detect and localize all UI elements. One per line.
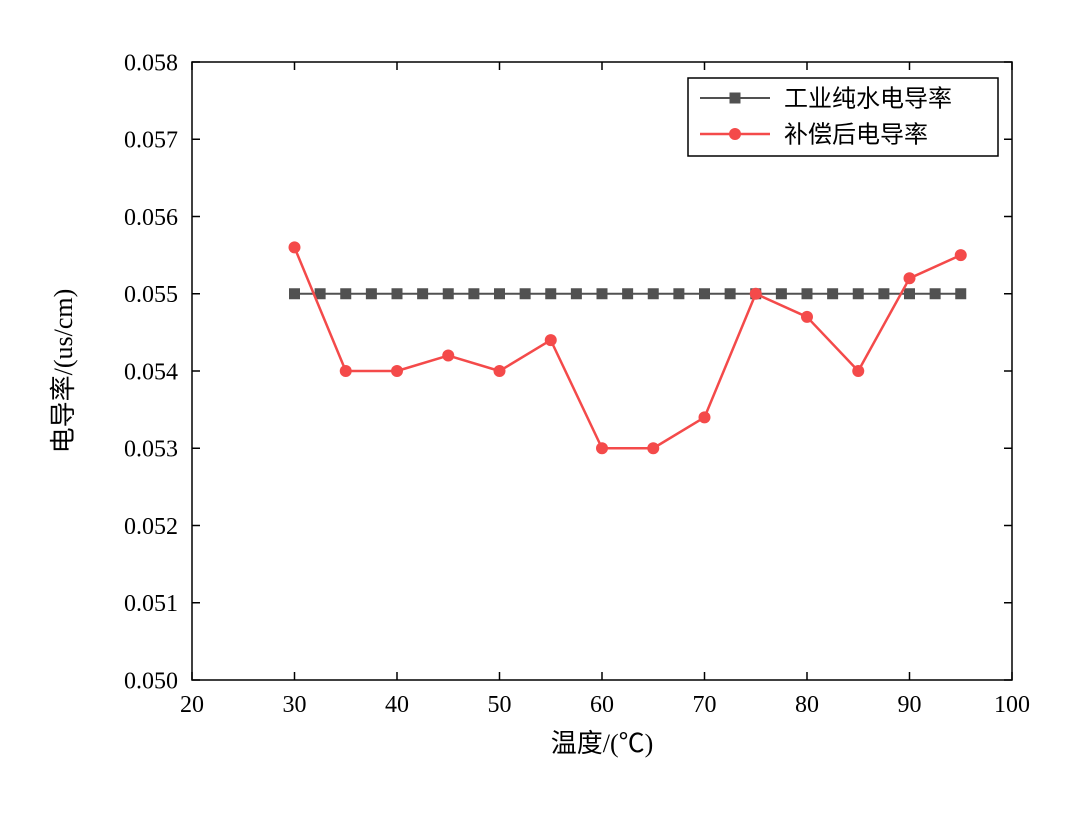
x-axis-label: 温度/(℃) xyxy=(551,729,654,758)
y-tick-label: 0.053 xyxy=(124,437,178,463)
marker-square xyxy=(392,288,403,299)
marker-circle xyxy=(494,365,506,377)
marker-circle xyxy=(750,288,762,300)
x-tick-label: 80 xyxy=(795,692,819,718)
marker-circle xyxy=(801,311,813,323)
marker-square xyxy=(673,288,684,299)
y-axis-label: 电导率/(us/cm) xyxy=(49,289,78,454)
marker-circle xyxy=(699,411,711,423)
y-tick-label: 0.051 xyxy=(124,591,178,617)
marker-square xyxy=(725,288,736,299)
x-tick-label: 20 xyxy=(180,692,204,718)
chart-svg: 20 30 40 50 60 70 80 90 100 0.050 0.051 0.052 0.053 0… xyxy=(0,0,1080,826)
marker-square xyxy=(648,288,659,299)
marker-square xyxy=(289,288,300,299)
marker-circle xyxy=(904,272,916,284)
marker-square xyxy=(904,288,915,299)
legend-label: 补偿后电导率 xyxy=(784,121,928,148)
x-tick-label: 50 xyxy=(488,692,512,718)
y-tick-label: 0.054 xyxy=(124,359,178,385)
marker-square xyxy=(468,288,479,299)
marker-circle xyxy=(852,365,864,377)
legend-label: 工业纯水电导率 xyxy=(784,85,952,112)
y-tick-label: 0.057 xyxy=(124,128,178,154)
chart-canvas: 20 30 40 50 60 70 80 90 100 0.050 0.051 0.052 0.053 0… xyxy=(0,0,1080,826)
marker-circle xyxy=(955,249,967,261)
marker-circle xyxy=(596,442,608,454)
y-tick-label: 0.050 xyxy=(124,668,178,694)
marker-square xyxy=(366,288,377,299)
marker-circle xyxy=(289,241,301,253)
y-tick-label: 0.055 xyxy=(124,282,178,308)
x-tick-label: 100 xyxy=(994,692,1030,718)
x-tick-label: 40 xyxy=(385,692,409,718)
marker-square xyxy=(520,288,531,299)
marker-circle xyxy=(391,365,403,377)
y-tick-label: 0.056 xyxy=(124,205,178,231)
marker-square xyxy=(827,288,838,299)
legend-marker-circle xyxy=(729,128,741,140)
marker-circle xyxy=(545,334,557,346)
marker-square xyxy=(930,288,941,299)
marker-square xyxy=(417,288,428,299)
x-tick-label: 30 xyxy=(283,692,307,718)
x-tick-label: 60 xyxy=(590,692,614,718)
marker-square xyxy=(853,288,864,299)
marker-square xyxy=(571,288,582,299)
marker-square xyxy=(443,288,454,299)
marker-square xyxy=(955,288,966,299)
marker-square xyxy=(622,288,633,299)
x-tick-label: 90 xyxy=(898,692,922,718)
marker-square xyxy=(776,288,787,299)
marker-square xyxy=(699,288,710,299)
legend-marker-square xyxy=(730,93,741,104)
series-line-1 xyxy=(295,247,961,448)
marker-square xyxy=(545,288,556,299)
y-tick-label: 0.052 xyxy=(124,514,178,540)
marker-circle xyxy=(442,350,454,362)
y-tick-label: 0.058 xyxy=(124,50,178,76)
x-tick-label: 70 xyxy=(693,692,717,718)
marker-circle xyxy=(647,442,659,454)
marker-square xyxy=(494,288,505,299)
marker-square xyxy=(802,288,813,299)
marker-square xyxy=(597,288,608,299)
marker-square xyxy=(340,288,351,299)
marker-circle xyxy=(340,365,352,377)
marker-square xyxy=(878,288,889,299)
